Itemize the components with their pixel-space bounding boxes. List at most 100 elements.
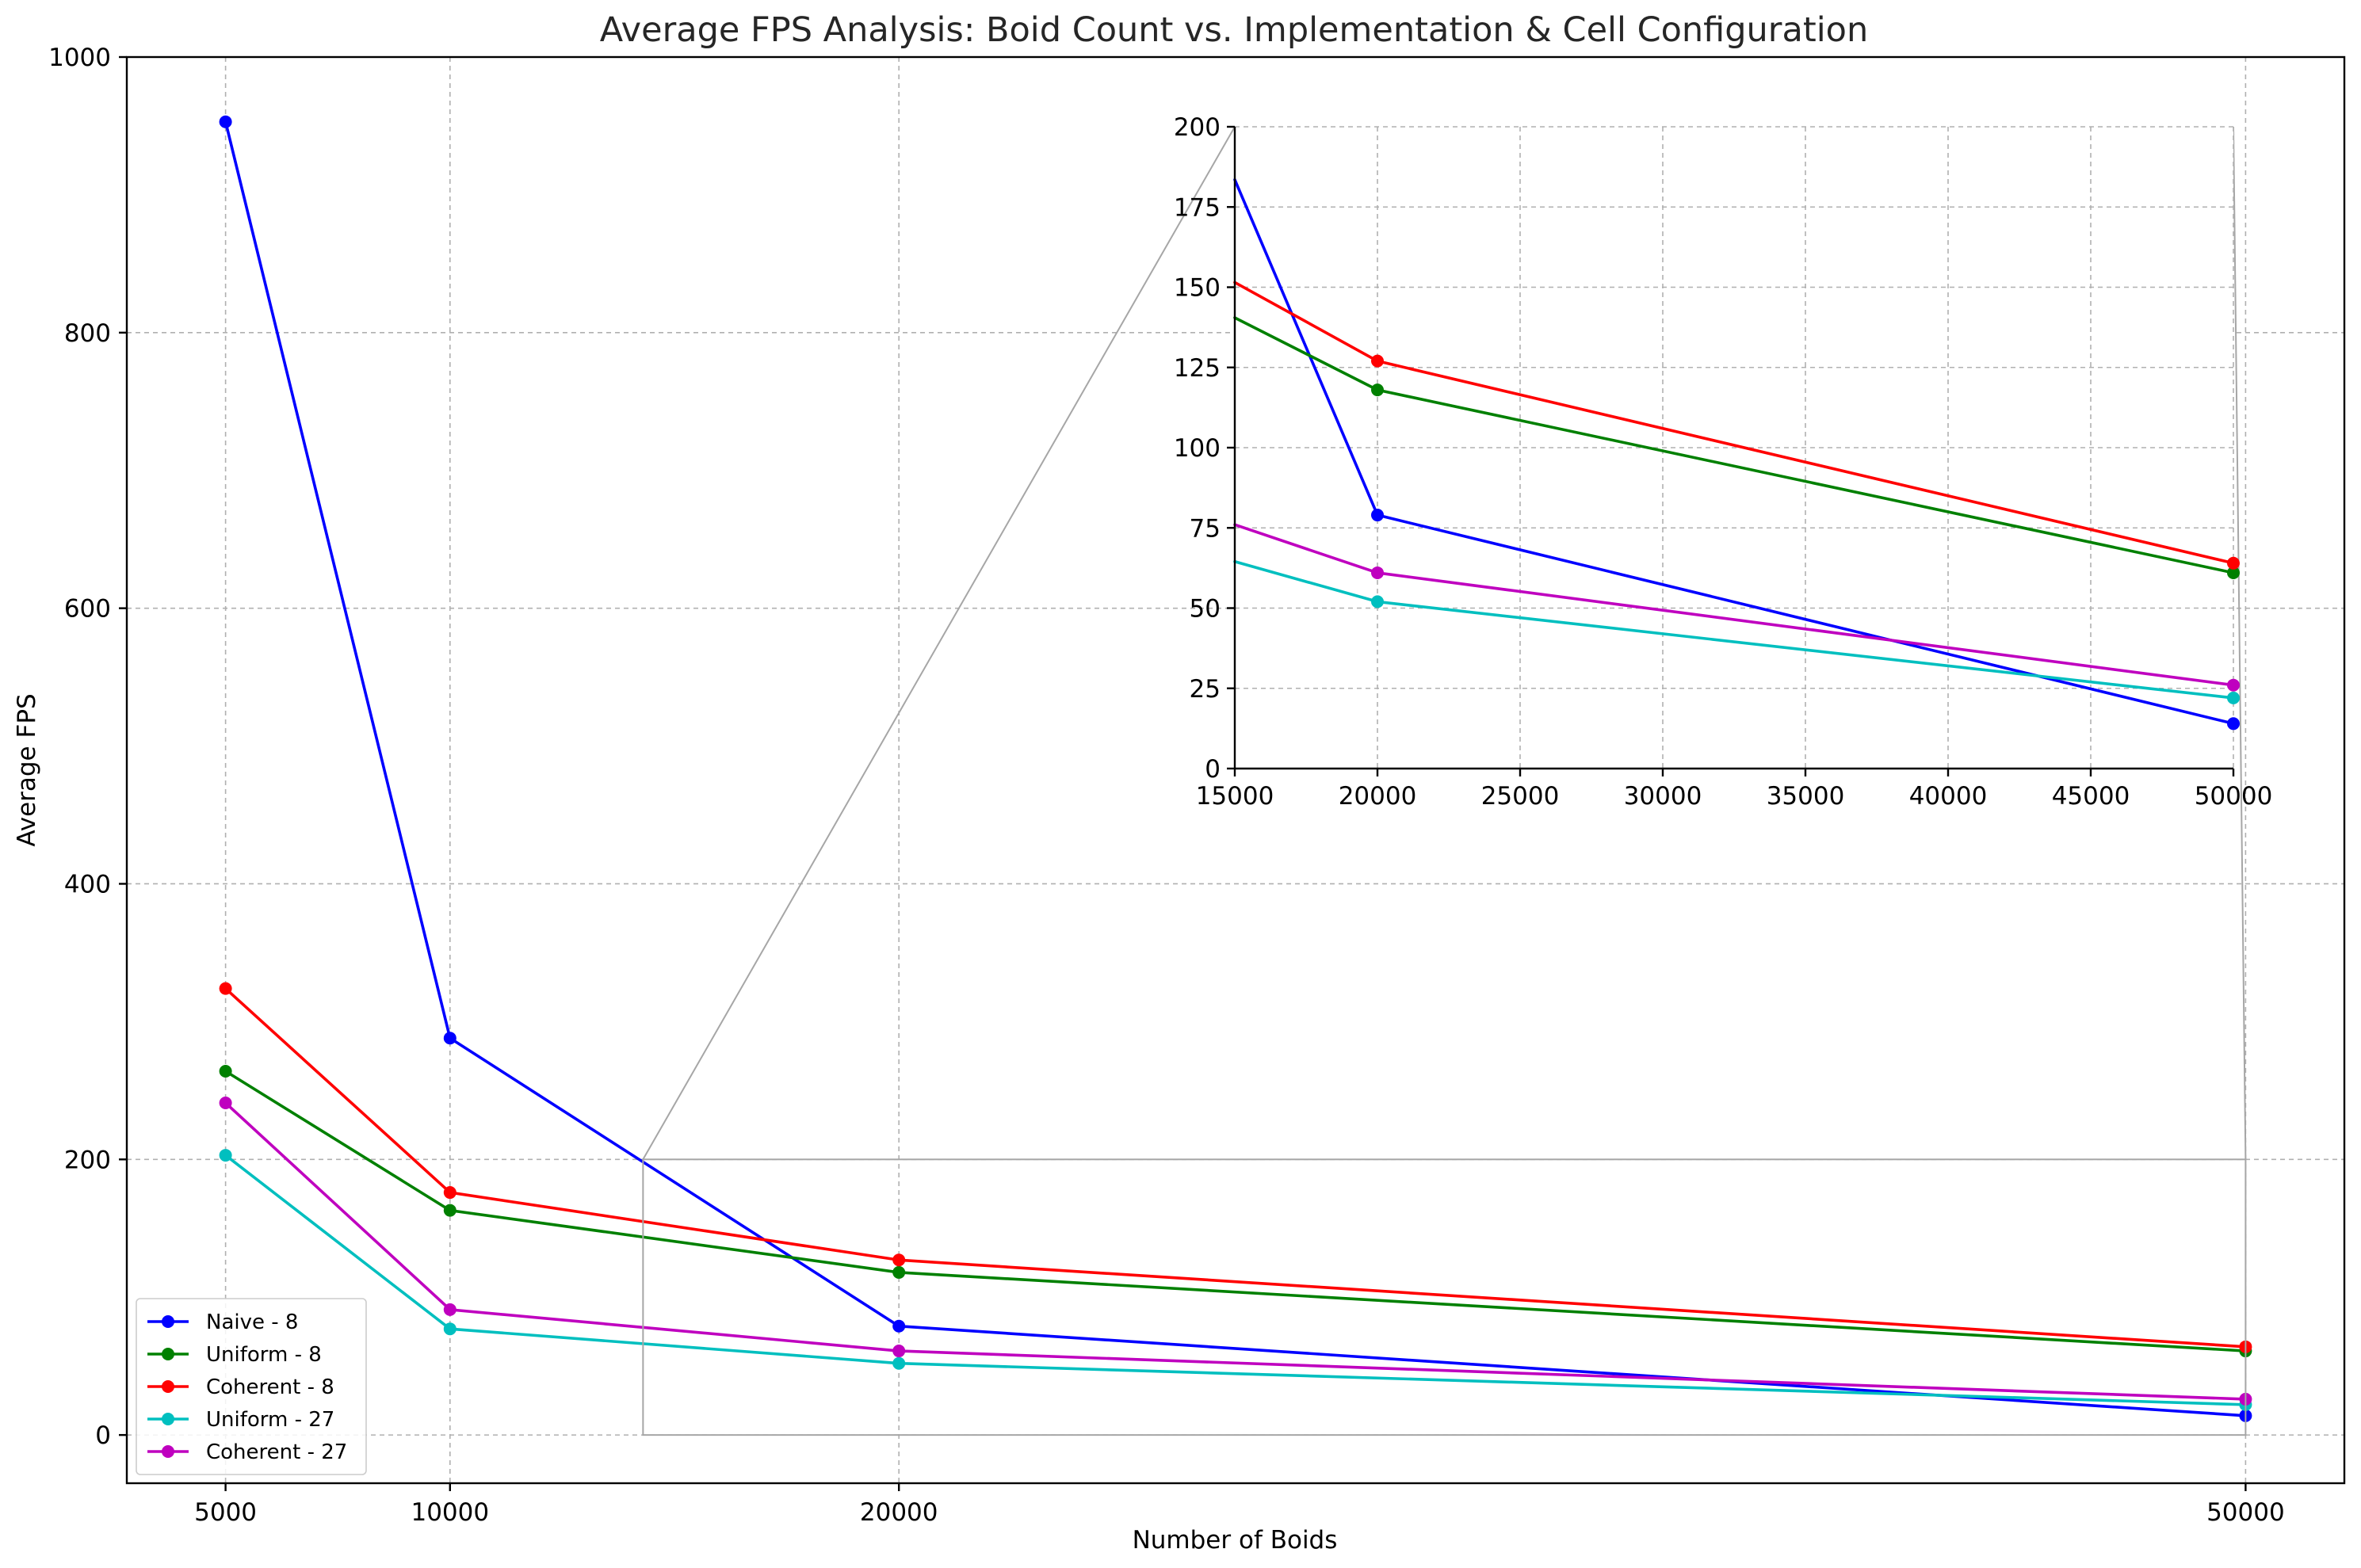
inset-y-tick-label: 25 [1190, 675, 1221, 704]
data-point-uniform-27 [892, 1356, 906, 1370]
main-y-tick-label: 400 [64, 870, 111, 898]
inset-y-tick-label: 50 [1190, 595, 1221, 624]
inset-data-point-uniform-8 [2227, 566, 2240, 579]
inset-x-tick-label: 35000 [1767, 782, 1845, 811]
inset-series-line-uniform-8 [1233, 316, 1379, 391]
inset-x-tick-label: 40000 [1909, 782, 1988, 811]
main-y-tick-label: 200 [64, 1146, 111, 1174]
chart-title: Average FPS Analysis: Boid Count vs. Imp… [600, 10, 1868, 50]
inset-data-point-uniform-27 [2227, 691, 2240, 704]
inset-axis-ticks: 15000 20000 25000 30000 35000 40000 45000 50000… [1174, 113, 2272, 811]
data-point-uniform-8 [443, 1204, 457, 1217]
main-y-tick-label: 0 [95, 1421, 111, 1450]
inset-x-tick-label: 20000 [1339, 782, 1417, 811]
inset-chart: 15000 20000 25000 30000 35000 40000 45000 50000… [1174, 113, 2272, 811]
data-point-coherent-8 [443, 1186, 457, 1200]
data-point-uniform-8 [219, 1065, 232, 1078]
inset-series-markers [1371, 354, 2240, 731]
legend-marker-naive-8 [162, 1315, 174, 1328]
inset-y-tick-label: 0 [1205, 755, 1221, 784]
legend-item-uniform-8: Uniform - 8 [147, 1343, 322, 1367]
inset-data-point-naive-8 [2227, 717, 2240, 731]
data-point-coherent-8 [219, 982, 232, 995]
inset-x-tick-label: 25000 [1481, 782, 1560, 811]
data-point-coherent-8 [892, 1253, 906, 1267]
inset-series-line-naive-8 [1376, 513, 2235, 726]
inset-y-tick-label: 125 [1174, 354, 1221, 383]
data-point-uniform-8 [892, 1265, 906, 1279]
x-axis-title: Number of Boids [1133, 1526, 1338, 1555]
data-point-coherent-27 [443, 1303, 457, 1316]
inset-series-line-uniform-8 [1376, 388, 2235, 574]
inset-y-tick-label: 75 [1190, 514, 1221, 543]
series-line-uniform-8 [224, 1070, 2246, 1352]
legend-item-uniform-27: Uniform - 27 [147, 1408, 334, 1432]
series-line-uniform-27 [224, 1154, 2246, 1406]
inset-series-line-uniform-27 [1233, 559, 1379, 604]
data-point-coherent-27 [219, 1097, 232, 1109]
inset-series-lines [1233, 178, 2235, 726]
zoom-region-box [642, 1158, 2247, 1436]
inset-data-point-coherent-8 [1371, 354, 1384, 368]
legend-items: Naive - 8 Uniform - 8 Coherent - 8 Uniform … [147, 1310, 347, 1464]
y-axis-title: Average FPS [13, 693, 41, 846]
series-line-naive-8 [223, 121, 2246, 1417]
inset-series-line-coherent-8 [1376, 359, 2235, 565]
inset-series-line-coherent-27 [1233, 523, 1379, 574]
inset-x-tick-label: 45000 [2052, 782, 2130, 811]
legend-item-naive-8: Naive - 8 [147, 1310, 298, 1334]
legend-marker-uniform-8 [162, 1348, 174, 1360]
data-point-uniform-27 [443, 1322, 457, 1336]
inset-data-point-coherent-8 [2227, 556, 2240, 570]
data-point-naive-8 [219, 115, 232, 128]
series-line-coherent-8 [224, 987, 2246, 1349]
data-point-uniform-27 [219, 1149, 232, 1162]
legend-marker-coherent-27 [162, 1445, 174, 1458]
inset-x-tick-label: 15000 [1196, 782, 1274, 811]
legend-marker-uniform-27 [162, 1413, 174, 1425]
inset-data-point-coherent-27 [2227, 678, 2240, 692]
inset-x-tick-label: 50000 [2195, 782, 2273, 811]
main-plot-frame [125, 55, 2346, 1485]
inset-series-line-coherent-8 [1233, 280, 1379, 363]
inset-y-tick-label: 200 [1174, 113, 1221, 142]
data-point-naive-8 [892, 1319, 906, 1333]
inset-y-tick-label: 100 [1174, 434, 1221, 463]
main-x-tick-label: 50000 [2206, 1498, 2285, 1527]
main-y-tick-label: 600 [64, 595, 111, 624]
main-x-tick-label: 20000 [860, 1498, 938, 1527]
legend-label-coherent-27: Coherent - 27 [206, 1440, 347, 1464]
data-point-naive-8 [443, 1032, 457, 1045]
inset-y-tick-label: 175 [1174, 193, 1221, 222]
main-y-tick-label: 1000 [48, 44, 111, 72]
inset-series-line-coherent-27 [1376, 571, 2235, 687]
main-x-tick-label: 5000 [194, 1498, 257, 1527]
inset-x-tick-label: 30000 [1624, 782, 1702, 811]
legend: Naive - 8 Uniform - 8 Coherent - 8 Uniform … [136, 1298, 367, 1475]
inset-data-point-uniform-8 [1371, 383, 1384, 397]
inset-y-tick-label: 150 [1174, 274, 1221, 303]
legend-label-naive-8: Naive - 8 [206, 1310, 298, 1334]
zoom-indicator [642, 126, 2247, 1436]
legend-item-coherent-27: Coherent - 27 [147, 1440, 347, 1464]
legend-label-coherent-8: Coherent - 8 [206, 1375, 334, 1399]
inset-data-point-uniform-27 [1371, 595, 1384, 609]
legend-label-uniform-27: Uniform - 27 [206, 1408, 334, 1432]
inset-data-point-coherent-27 [1371, 566, 1384, 579]
legend-item-coherent-8: Coherent - 8 [147, 1375, 334, 1399]
zoom-connector-right [2233, 126, 2247, 1160]
main-y-tick-label: 800 [64, 319, 111, 348]
data-point-coherent-27 [892, 1345, 906, 1358]
series-line-coherent-27 [224, 1101, 2246, 1401]
legend-label-uniform-8: Uniform - 8 [206, 1343, 322, 1367]
inset-series-line-naive-8 [1233, 178, 1379, 517]
main-series-markers [219, 115, 2252, 1422]
main-x-tick-label: 10000 [411, 1498, 489, 1527]
legend-marker-coherent-8 [162, 1380, 174, 1393]
legend-box [136, 1298, 367, 1475]
inset-series-line-uniform-27 [1376, 600, 2235, 700]
main-series-lines [223, 121, 2246, 1417]
inset-data-point-naive-8 [1371, 509, 1384, 522]
